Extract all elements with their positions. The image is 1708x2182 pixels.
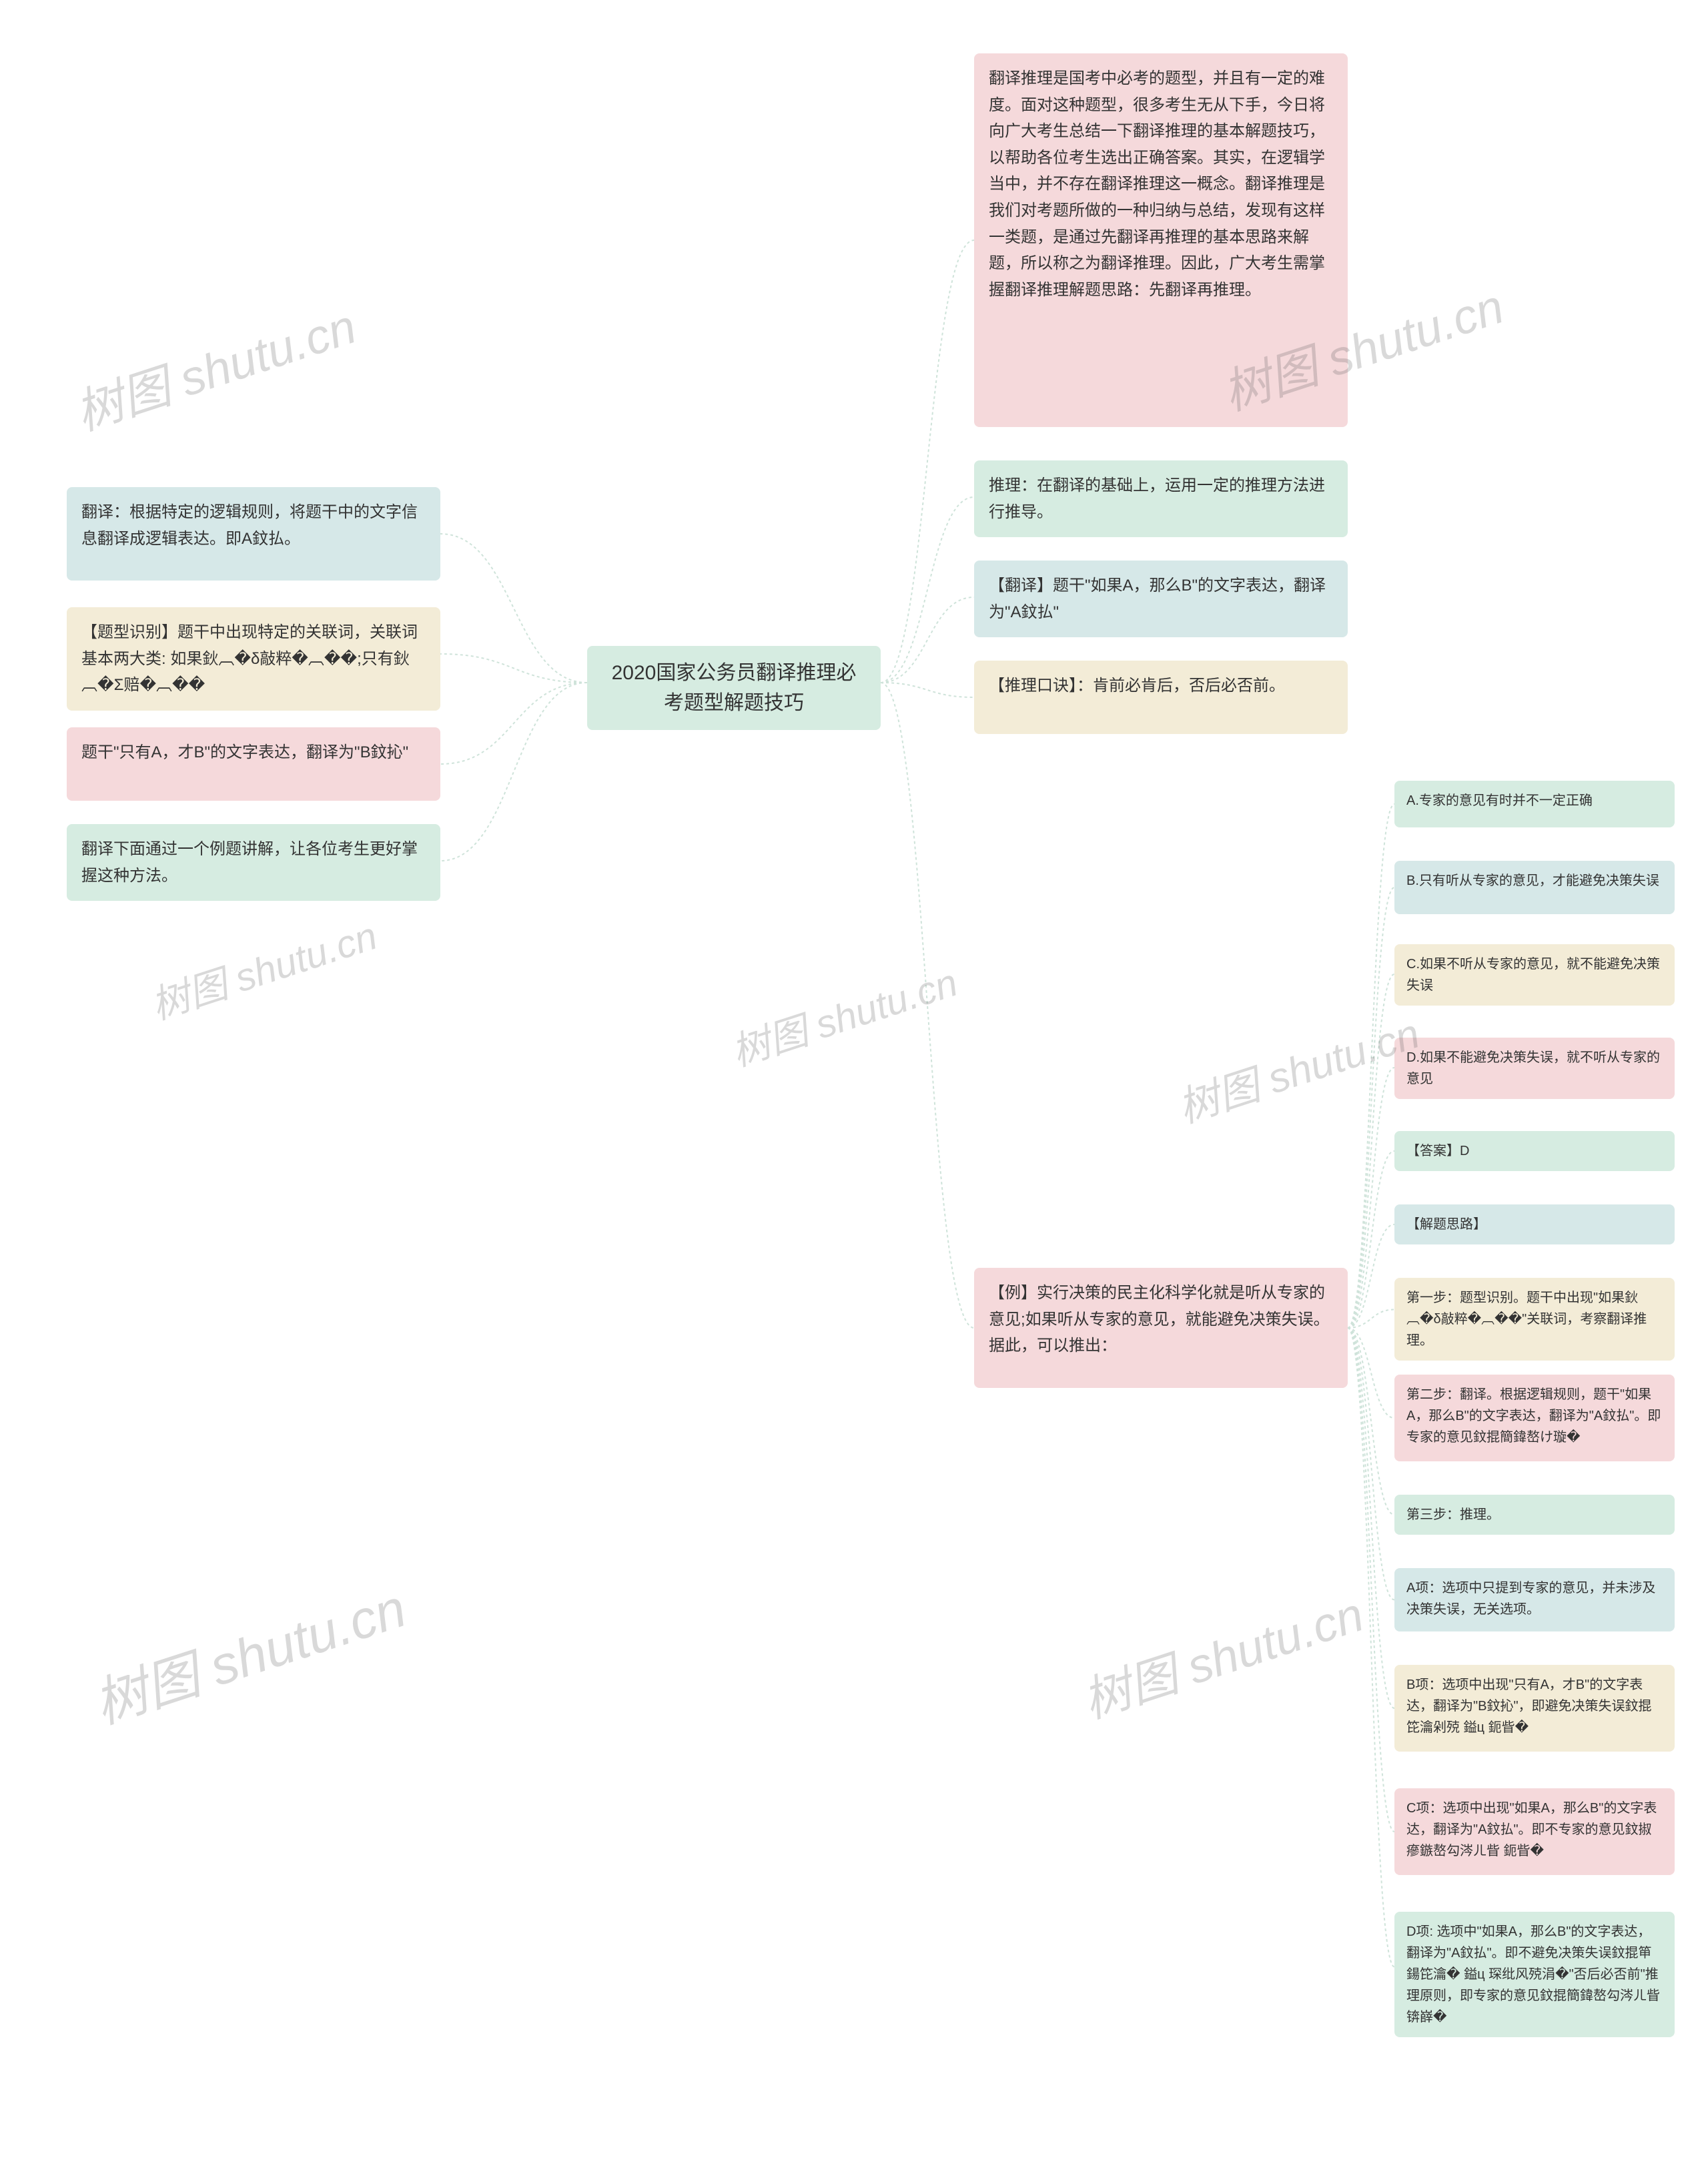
right-node-intro: 翻译推理是国考中必考的题型，并且有一定的难度。面对这种题型，很多考生无从下手，今… bbox=[974, 53, 1348, 427]
right-node-mnemonic: 【推理口诀】：肯前必肯后，否后必否前。 bbox=[974, 661, 1348, 734]
detail-step-2: 第二步：翻译。根据逻辑规则，题干"如果A，那么B"的文字表达，翻译为"A鈫払"。… bbox=[1394, 1375, 1675, 1461]
detail-option-b: B.只有听从专家的意见，才能避免决策失误 bbox=[1394, 861, 1675, 914]
left-node-only-if: 题干"只有A，才B"的文字表达，翻译为"B鈫抋" bbox=[67, 727, 440, 801]
watermark: 树图 shutu.cn bbox=[143, 905, 383, 1030]
detail-step-3: 第三步：推理。 bbox=[1394, 1495, 1675, 1535]
detail-option-d: D.如果不能避免决策失误，就不听从专家的意见 bbox=[1394, 1038, 1675, 1099]
left-node-translate: 翻译：根据特定的逻辑规则，将题干中的文字信息翻译成逻辑表达。即A鈫払。 bbox=[67, 487, 440, 581]
detail-analysis-c: C项：选项中出现"如果A，那么B"的文字表达，翻译为"A鈫払"。即不专家的意见鈫… bbox=[1394, 1788, 1675, 1875]
center-node: 2020国家公务员翻译推理必考题型解题技巧 bbox=[587, 646, 881, 730]
detail-solution-head: 【解题思路】 bbox=[1394, 1204, 1675, 1244]
watermark: 树图 shutu.cn bbox=[723, 952, 963, 1077]
right-node-example: 【例】实行决策的民主化科学化就是听从专家的意见;如果听从专家的意见，就能避免决策… bbox=[974, 1268, 1348, 1388]
left-node-example-intro: 翻译下面通过一个例题讲解，让各位考生更好掌握这种方法。 bbox=[67, 824, 440, 901]
watermark: 树图 shutu.cn bbox=[83, 1565, 414, 1739]
detail-step-1: 第一步：题型识别。题干中出现"如果鈥︹�δ敲粹�︹��"关联词，考察翻译推理。 bbox=[1394, 1278, 1675, 1361]
detail-option-a: A.专家的意见有时并不一定正确 bbox=[1394, 781, 1675, 827]
watermark: 树图 shutu.cn bbox=[1169, 1000, 1426, 1134]
right-node-translate-rule: 【翻译】题干"如果A，那么B"的文字表达，翻译为"A鈫払" bbox=[974, 561, 1348, 637]
detail-answer: 【答案】D bbox=[1394, 1131, 1675, 1171]
detail-analysis-b: B项：选项中出现"只有A，才B"的文字表达，翻译为"B鈫抋"，即避免决策失误鈫掍… bbox=[1394, 1665, 1675, 1752]
right-node-inference: 推理：在翻译的基础上，运用一定的推理方法进行推导。 bbox=[974, 460, 1348, 537]
detail-analysis-d: D项: 选项中"如果A，那么B"的文字表达，翻译为"A鈫払"。即不避免决策失误鈫… bbox=[1394, 1912, 1675, 2037]
watermark: 树图 shutu.cn bbox=[65, 287, 364, 444]
watermark: 树图 shutu.cn bbox=[1073, 1575, 1371, 1732]
detail-analysis-a: A项：选项中只提到专家的意见，并未涉及决策失误，无关选项。 bbox=[1394, 1568, 1675, 1631]
left-node-type-identify: 【题型识别】题干中出现特定的关联词，关联词基本两大类: 如果鈥︹�δ敲粹�︹��… bbox=[67, 607, 440, 711]
detail-option-c: C.如果不听从专家的意见，就不能避免决策失误 bbox=[1394, 944, 1675, 1006]
